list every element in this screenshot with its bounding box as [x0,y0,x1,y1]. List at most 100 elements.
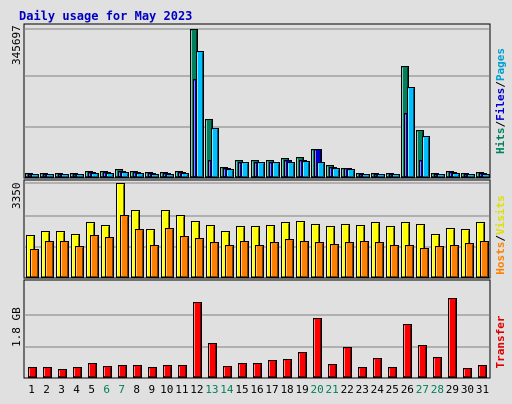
bar-transfer-day-26 [403,324,412,378]
bar-pages-day-10 [166,174,174,178]
legend-part: Hosts [494,242,507,275]
bar-hosts-day-19 [300,241,309,278]
y-max-label: 345697 [10,25,23,65]
bar-transfer-day-8 [133,365,142,378]
bar-pages-day-16 [257,162,265,178]
bar-transfer-day-12 [193,302,202,378]
bar-pages-day-22 [347,169,355,178]
bar-transfer-day-15 [238,363,247,378]
x-tick-label: 20 [311,383,324,396]
x-tick-label: 1 [28,383,35,396]
bar-hosts-day-16 [255,245,264,278]
bar-transfer-day-28 [433,357,442,378]
bar-transfer-day-17 [268,360,277,378]
bar-hosts-day-18 [285,239,294,278]
x-tick-label: 25 [386,383,399,396]
bar-pages-day-21 [332,168,340,178]
bar-pages-day-20 [317,162,325,178]
bar-transfer-day-13 [208,343,217,378]
legend-part: Files [494,88,507,121]
bar-transfer-day-6 [103,366,112,378]
x-tick-label: 21 [326,383,339,396]
legend-part: Pages [494,48,507,81]
bar-transfer-day-21 [328,364,337,378]
bar-transfer-day-4 [73,367,82,378]
bar-transfer-day-16 [253,363,262,378]
x-tick-label: 6 [103,383,110,396]
legend-part: / [494,121,507,128]
bar-hosts-day-25 [390,245,399,278]
bar-transfer-day-27 [418,345,427,378]
bar-pages-day-25 [392,174,400,178]
x-tick-label: 16 [250,383,263,396]
bar-hosts-day-14 [225,245,234,278]
bar-hosts-day-27 [420,248,429,278]
bar-hosts-day-11 [180,236,189,278]
x-tick-label: 13 [205,383,218,396]
bar-transfer-day-31 [478,365,487,378]
bar-transfer-day-1 [28,367,37,378]
x-axis-labels: 1 2 3 4 5 6 7 8 9 10 11 12 13 14 15 16 17 18 19 20 21 22 23 24 2… [28,383,489,396]
bar-hosts-day-15 [240,241,249,278]
bar-pages-day-19 [302,161,310,178]
side-legend-visits: Hosts/Visits [494,195,507,275]
bar-hosts-day-17 [270,242,279,278]
bar-transfer-day-24 [373,358,382,378]
bar-hosts-day-24 [375,242,384,278]
bar-hosts-day-20 [315,242,324,278]
bar-hosts-day-10 [165,228,174,278]
bar-pages-day-14 [226,169,234,178]
bar-pages-day-2 [46,174,54,178]
bar-transfer-day-14 [223,366,232,378]
x-tick-label: 27 [416,383,429,396]
bar-pages-day-6 [106,173,114,178]
side-legend-transfer: Transfer [494,315,507,368]
x-tick-label: 22 [341,383,354,396]
bar-pages-day-9 [151,174,159,178]
x-tick-label: 9 [148,383,155,396]
bar-transfer-day-22 [343,347,352,378]
bar-transfer-day-18 [283,359,292,378]
x-tick-label: 19 [295,383,308,396]
bar-pages-day-13 [211,128,219,178]
legend-part: Hits [494,128,507,155]
bar-pages-day-24 [377,174,385,178]
x-tick-label: 23 [356,383,369,396]
panel-visits: 3350 Hosts/Visits [10,179,507,279]
bar-hosts-day-12 [195,238,204,278]
bar-pages-day-3 [61,174,69,178]
bar-hosts-day-4 [75,246,84,278]
bar-hosts-day-6 [105,237,114,278]
bar-transfer-day-20 [313,318,322,378]
bar-pages-day-27 [422,136,430,178]
bar-hosts-day-7 [120,215,129,278]
bar-pages-day-7 [121,172,129,178]
x-tick-label: 26 [401,383,414,396]
y-max-label: 1.8 GB [10,307,23,347]
x-tick-label: 17 [265,383,278,396]
bar-hosts-day-3 [60,241,69,278]
x-tick-label: 2 [43,383,50,396]
x-tick-label: 7 [118,383,125,396]
panel-frame [23,279,491,379]
bar-pages-day-18 [287,162,295,178]
bar-hosts-day-30 [465,243,474,278]
x-tick-label: 8 [133,383,140,396]
y-max-label: 3350 [10,183,23,210]
side-legend-hits: Hits/Files/Pages [494,48,507,154]
bar-pages-day-1 [31,174,39,178]
bar-hosts-day-8 [135,229,144,278]
legend-part: Visits [494,195,507,235]
bar-pages-day-5 [91,173,99,178]
bar-hosts-day-5 [90,235,99,278]
legend-part: / [494,235,507,242]
x-tick-label: 5 [88,383,95,396]
x-tick-label: 28 [431,383,444,396]
bar-transfer-day-29 [448,298,457,378]
x-tick-label: 29 [446,383,459,396]
bar-hosts-day-28 [435,246,444,278]
bar-pages-day-4 [76,174,84,178]
